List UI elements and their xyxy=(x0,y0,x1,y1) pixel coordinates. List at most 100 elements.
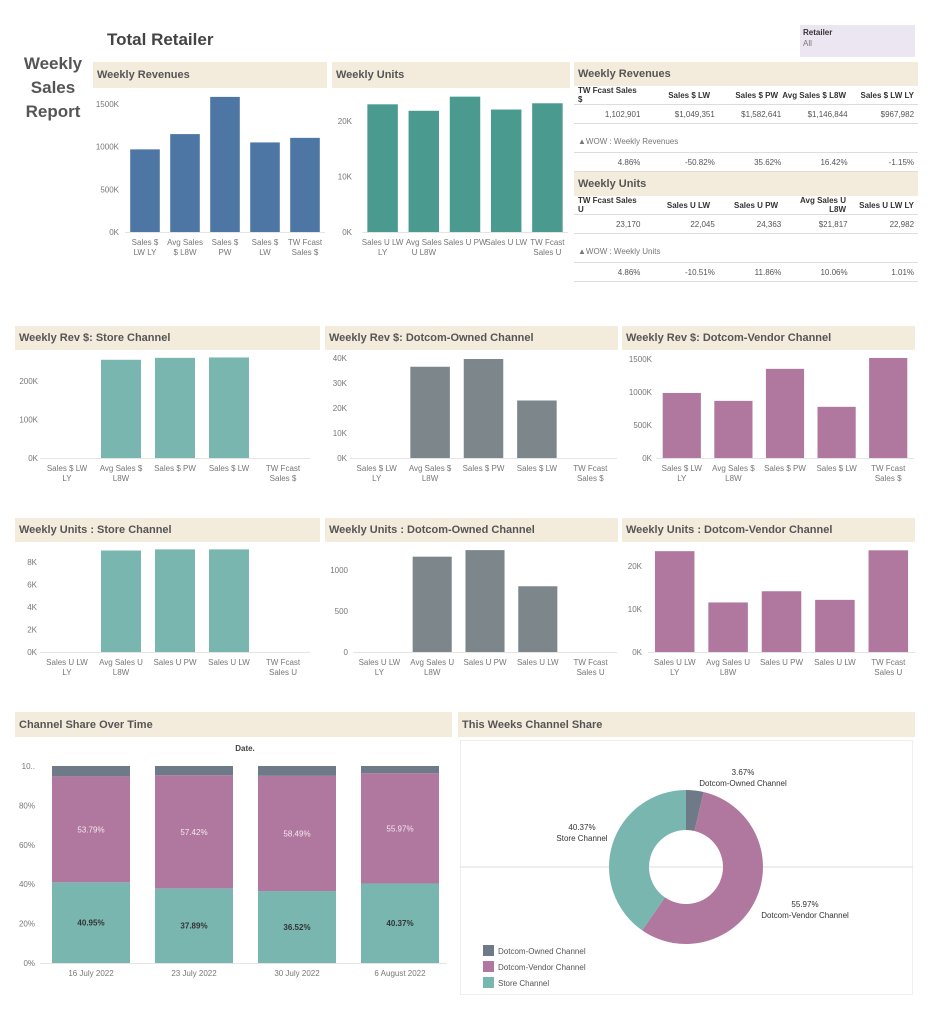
y-tick-label: 1000K xyxy=(96,143,120,152)
bar[interactable] xyxy=(761,591,802,652)
bar[interactable] xyxy=(662,392,701,458)
x-tick-label: TW Fcast Sales $ xyxy=(266,464,301,483)
slice-percent-label: 40.37% xyxy=(568,823,595,832)
stacked-bar-segment[interactable] xyxy=(361,773,439,884)
bar[interactable] xyxy=(490,109,522,232)
y-tick-label: 80% xyxy=(19,801,35,810)
y-tick-label: 20% xyxy=(19,920,35,929)
bar[interactable] xyxy=(714,400,753,458)
donut-slice[interactable] xyxy=(686,790,704,831)
column-header: Avg Sales $ L8W xyxy=(782,90,846,100)
table-cell: $1,582,641 xyxy=(741,109,782,119)
stacked-bar-segment[interactable] xyxy=(155,766,233,776)
x-tick-label: Sales U PW xyxy=(463,658,507,667)
y-tick-label: 10K xyxy=(333,429,348,438)
donut-slice[interactable] xyxy=(609,790,686,931)
stacked-bar-segment[interactable] xyxy=(361,766,439,774)
bar[interactable] xyxy=(869,357,908,458)
segment-label: 36.52% xyxy=(283,923,310,932)
bar[interactable] xyxy=(155,357,195,458)
bar[interactable] xyxy=(209,549,249,652)
y-tick-label: 2K xyxy=(27,625,37,634)
bar[interactable] xyxy=(708,602,748,652)
weekly-units-header: Weekly Units xyxy=(332,62,570,88)
y-tick-label: 0K xyxy=(342,228,352,237)
rev-dotcom-vendor-chart: 0K 500K 1000K 1500K Sales $ LW LY Avg Sales $ L… xyxy=(629,355,914,483)
stacked-bar-segment[interactable] xyxy=(52,766,130,777)
retailer-filter-label: Retailer xyxy=(803,28,833,37)
wow-row: 4.86% -50.82% 35.62% 16.42% -1.15% xyxy=(574,153,918,172)
donut-slice[interactable] xyxy=(642,792,764,944)
bar[interactable] xyxy=(654,551,695,652)
bar[interactable] xyxy=(101,359,141,458)
bar[interactable] xyxy=(101,550,141,652)
bar[interactable] xyxy=(408,110,440,232)
stacked-bar-segment[interactable] xyxy=(258,766,336,776)
bar[interactable] xyxy=(532,103,563,233)
bar[interactable] xyxy=(412,556,452,652)
bar[interactable] xyxy=(518,586,558,652)
x-tick-label: Sales $ PW xyxy=(463,464,505,473)
x-tick-label: Avg Sales $ L8W xyxy=(167,238,203,257)
legend-label[interactable]: Dotcom-Owned Channel xyxy=(498,947,586,956)
weekly-revenues-chart: 0K 500K 1000K 1500K Sales $ LW LY Avg Sales $ L… xyxy=(96,96,325,257)
column-header: TW Fcast Sales $ xyxy=(578,86,637,104)
bar[interactable] xyxy=(449,96,481,233)
x-tick-label: Sales U LW LY xyxy=(46,658,88,677)
bar[interactable] xyxy=(410,366,450,458)
bar[interactable] xyxy=(517,400,557,459)
bar[interactable] xyxy=(815,599,855,652)
stacked-bar-segment[interactable] xyxy=(258,891,336,963)
rev-store-chart: 0K 100K 200K Sales $ LW LY Avg Sales $ L8W Sale… xyxy=(19,357,310,483)
y-tick-label: 10K xyxy=(338,172,353,181)
bar[interactable] xyxy=(210,96,240,232)
bar[interactable] xyxy=(290,137,320,232)
bar[interactable] xyxy=(155,549,195,652)
stacked-bar-segment[interactable] xyxy=(155,775,233,889)
x-tick-label: 23 July 2022 xyxy=(171,969,217,978)
y-tick-label: 60% xyxy=(19,841,35,850)
legend-swatch xyxy=(483,945,494,956)
this-week-share-chart: 3.67% Dotcom-Owned Channel 55.97% Dotcom-Ve… xyxy=(460,768,913,988)
x-tick-label: Avg Sales U L8W xyxy=(706,658,750,677)
bar[interactable] xyxy=(170,134,200,232)
x-tick-label: Sales $ PW xyxy=(212,238,239,257)
rev-dotcom-owned-header: Weekly Rev $: Dotcom-Owned Channel xyxy=(325,326,618,350)
x-tick-label: Sales U LW xyxy=(814,658,856,667)
y-tick-label: 10K xyxy=(628,605,643,614)
x-tick-label: Sales $ LW LY xyxy=(662,464,703,483)
column-header: Sales U LW xyxy=(666,200,710,210)
x-tick-label: Sales U LW xyxy=(485,238,527,247)
retailer-filter[interactable]: Retailer All xyxy=(800,25,915,57)
stacked-bar-segment[interactable] xyxy=(361,883,439,963)
report-title-line: Sales xyxy=(30,78,76,97)
bar[interactable] xyxy=(868,550,909,652)
bar[interactable] xyxy=(250,142,280,232)
revenues-table: Weekly Revenues TW Fcast Sales $ Sales $ L… xyxy=(574,62,918,172)
stacked-bar-segment[interactable] xyxy=(52,776,130,883)
column-header: Sales U LW LY xyxy=(859,200,914,210)
bar[interactable] xyxy=(765,368,805,458)
stacked-bar-segment[interactable] xyxy=(155,888,233,963)
bar[interactable] xyxy=(209,357,249,458)
x-tick-label: Sales U LW LY xyxy=(654,658,696,677)
column-header: Sales U PW xyxy=(733,200,778,210)
bar[interactable] xyxy=(130,149,160,232)
table-cell: 22,982 xyxy=(889,219,915,229)
x-tick-label: TW Fcast Sales $ xyxy=(288,238,323,257)
bar[interactable] xyxy=(367,104,398,232)
x-tick-label: TW Fcast Sales $ xyxy=(871,464,906,483)
y-tick-label: 10.. xyxy=(22,762,35,771)
retailer-filter-value[interactable]: All xyxy=(803,39,812,48)
bar[interactable] xyxy=(817,406,856,458)
legend-label[interactable]: Dotcom-Vendor Channel xyxy=(498,963,586,972)
bar[interactable] xyxy=(465,550,505,652)
legend-label[interactable]: Store Channel xyxy=(498,979,549,988)
y-tick-label: 20K xyxy=(338,117,353,126)
stacked-bar-segment[interactable] xyxy=(52,882,130,963)
x-tick-label: Sales U LW xyxy=(517,658,559,667)
rev-store-header: Weekly Rev $: Store Channel xyxy=(15,326,320,350)
bar[interactable] xyxy=(463,359,504,458)
stacked-bar-segment[interactable] xyxy=(258,775,336,892)
x-tick-label: Sales U LW LY xyxy=(362,238,404,257)
